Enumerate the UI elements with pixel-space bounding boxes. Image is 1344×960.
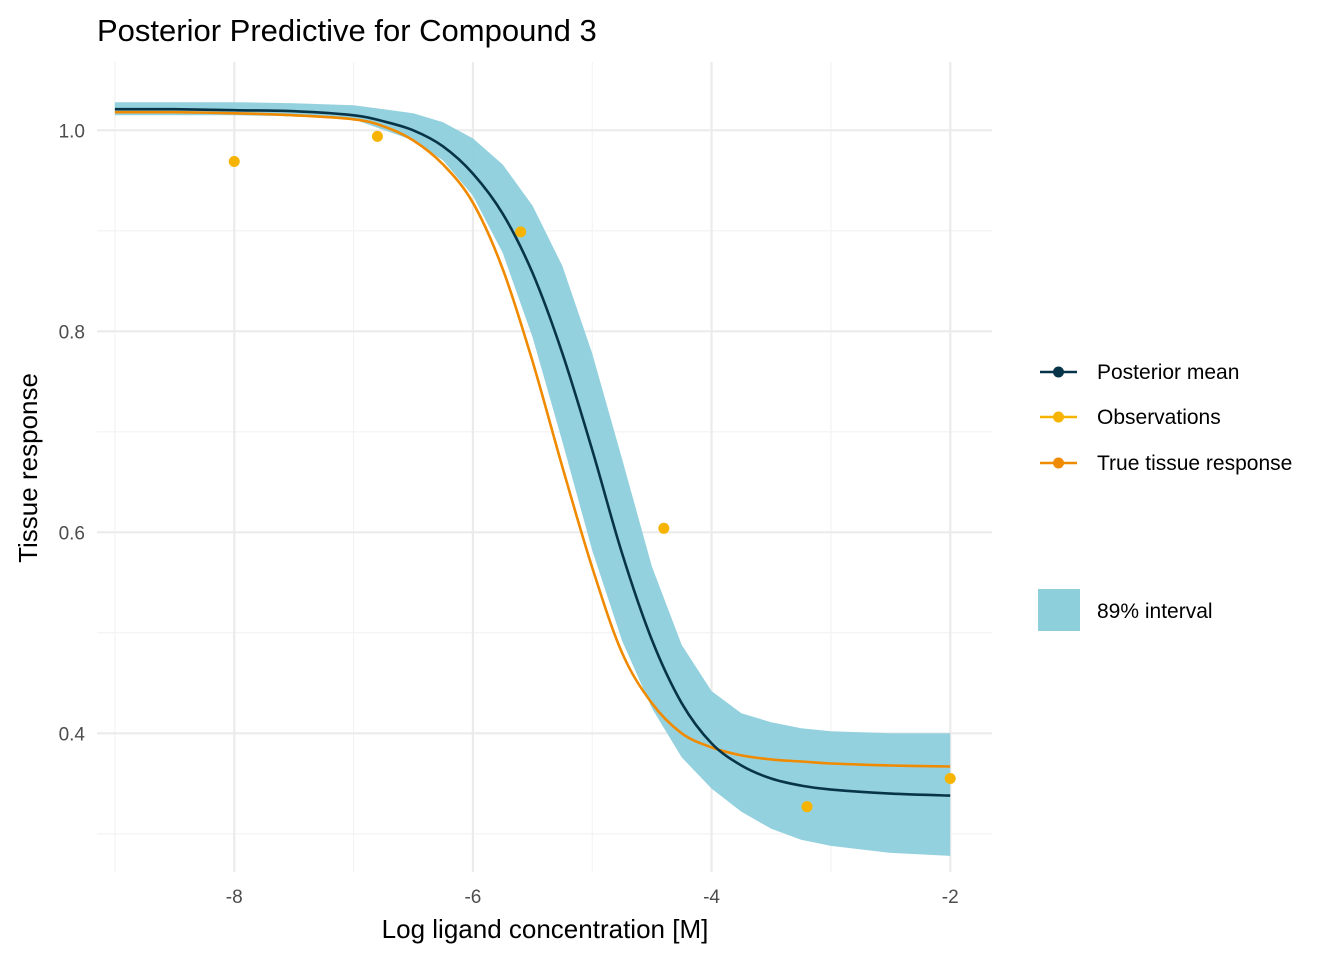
- series-line-true-tissue-response: [114, 110, 951, 768]
- interval-band: [114, 102, 951, 856]
- y-tick-label: 0.6: [59, 523, 85, 544]
- legend-key-interval: [1038, 589, 1080, 631]
- x-tick-label: -4: [703, 887, 720, 908]
- legend: Posterior mean Observations True tissue re…: [1038, 361, 1292, 631]
- observation-point-layer: [228, 130, 956, 813]
- legend-label-posterior-mean: Posterior mean: [1097, 361, 1239, 384]
- observation-point: [371, 130, 383, 142]
- x-axis-title: Log ligand concentration [M]: [382, 914, 709, 944]
- y-tick-label: 0.8: [59, 322, 85, 343]
- observation-point: [658, 522, 670, 534]
- legend-key-point-observations: [1053, 411, 1064, 423]
- x-axis-ticks: -8 -6 -4 -2: [226, 887, 959, 908]
- observation-point: [515, 226, 527, 238]
- legend-label-true-tissue-response: True tissue response: [1097, 452, 1292, 475]
- y-tick-label: 1.0: [59, 121, 85, 142]
- x-tick-label: -8: [226, 887, 243, 908]
- series-line-layer: [114, 107, 951, 797]
- y-axis-ticks: 0.4 0.6 0.8 1.0: [59, 121, 86, 745]
- legend-label-observations: Observations: [1097, 406, 1221, 429]
- legend-label-interval: 89% interval: [1097, 600, 1213, 623]
- observation-point: [228, 155, 240, 167]
- interval-band-layer: [114, 102, 951, 856]
- y-axis-title: Tissue response: [13, 373, 43, 563]
- legend-key-point-true-tissue-response: [1053, 457, 1064, 469]
- chart-title: Posterior Predictive for Compound 3: [97, 13, 597, 48]
- x-tick-label: -6: [464, 887, 481, 908]
- legend-key-point-posterior-mean: [1053, 366, 1064, 378]
- observation-point: [944, 773, 956, 785]
- observation-point: [801, 801, 813, 813]
- x-tick-label: -2: [942, 887, 959, 908]
- y-tick-label: 0.4: [59, 724, 86, 745]
- series-line-posterior-mean: [114, 107, 951, 797]
